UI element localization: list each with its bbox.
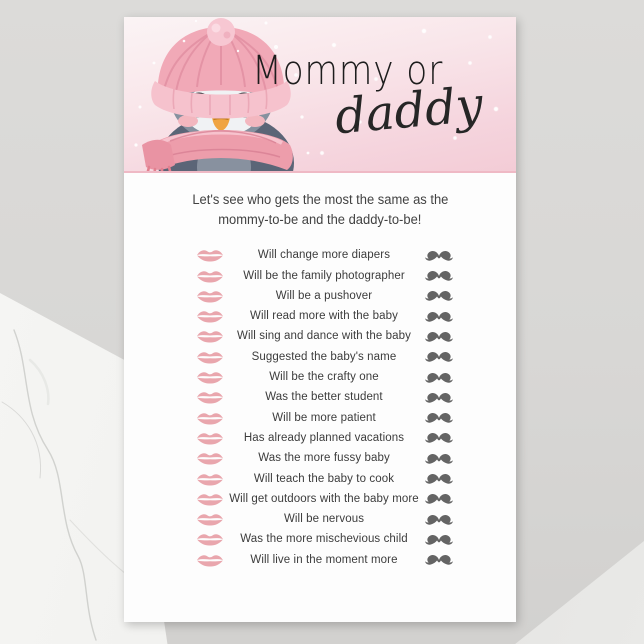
mustache-icon [424,391,454,404]
lips-kiss-icon [196,492,224,506]
card-title-line1: Mommy or [251,48,443,94]
lips-kiss-icon [196,451,224,465]
question-row: Will sing and dance with the baby [124,326,516,346]
question-text: Will be nervous [283,513,365,526]
lips-kiss-icon [196,329,224,343]
question-text: Will sing and dance with the baby [237,330,411,343]
question-text: Was the more fussy baby [258,452,390,465]
lips-kiss-icon [196,472,224,486]
question-row: Will change more diapers [124,245,516,265]
mustache-icon [424,513,454,526]
lips-kiss-icon [196,269,224,283]
question-text: Will be the family photographer [243,269,405,282]
question-row: Has already planned vacations [124,428,516,448]
lips-kiss-icon [196,532,224,546]
game-card: Mommy or daddy Let's see who gets the mo… [124,17,516,622]
mustache-icon [424,269,454,282]
mustache-icon [424,452,454,465]
mustache-icon [424,371,454,384]
mustache-icon [424,310,454,323]
question-row: Will read more with the baby [124,306,516,326]
mustache-icon [424,350,454,363]
question-text: Will teach the baby to cook [253,472,395,485]
lips-kiss-icon [196,370,224,384]
mustache-icon [424,431,454,444]
lips-kiss-icon [196,512,224,526]
question-row: Will be the family photographer [124,265,516,285]
question-text: Will live in the moment more [250,553,398,566]
subtitle-line2: mommy-to-be and the daddy-to-be! [218,211,422,227]
lips-kiss-icon [196,431,224,445]
question-text: Was the more mischevious child [240,533,408,546]
question-row: Was the better student [124,387,516,407]
question-text: Will be more patient [272,411,376,424]
question-row: Will live in the moment more [124,550,516,570]
question-text: Will read more with the baby [250,310,398,323]
question-text: Will change more diapers [257,249,391,262]
lips-kiss-icon [196,411,224,425]
mustache-icon [424,249,454,262]
question-text: Suggested the baby's name [251,350,397,363]
question-list: Will change more diapers Will be the fam… [124,245,516,570]
lips-kiss-icon [196,309,224,323]
penguin-illustration [134,18,310,171]
question-row: Will be a pushover [124,286,516,306]
question-text: Has already planned vacations [243,431,405,444]
question-text: Will get outdoors with the baby more [229,492,419,505]
question-text: Was the better student [265,391,383,404]
mustache-icon [424,492,454,505]
lips-kiss-icon [196,390,224,404]
question-row: Will be the crafty one [124,367,516,387]
card-header: Mommy or daddy [124,17,516,173]
question-row: Was the more mischevious child [124,529,516,549]
question-text: Will be the crafty one [269,371,379,384]
question-text: Will be a pushover [275,289,373,302]
subtitle-line1: Let's see who gets the most the same as … [191,192,449,207]
question-row: Was the more fussy baby [124,448,516,468]
card-subtitle: Let's see who gets the most the same as … [124,190,516,229]
lips-kiss-icon [196,248,224,262]
card-title-line2: daddy [332,76,486,146]
question-row: Will be nervous [124,509,516,529]
mustache-icon [424,330,454,343]
mustache-icon [424,553,454,566]
mustache-icon [424,289,454,302]
lips-kiss-icon [196,350,224,364]
question-row: Suggested the baby's name [124,347,516,367]
mustache-icon [424,533,454,546]
question-row: Will teach the baby to cook [124,468,516,488]
question-row: Will get outdoors with the baby more [124,489,516,509]
lips-kiss-icon [196,553,224,567]
lips-kiss-icon [196,289,224,303]
mustache-icon [424,472,454,485]
question-row: Will be more patient [124,408,516,428]
mustache-icon [424,411,454,424]
